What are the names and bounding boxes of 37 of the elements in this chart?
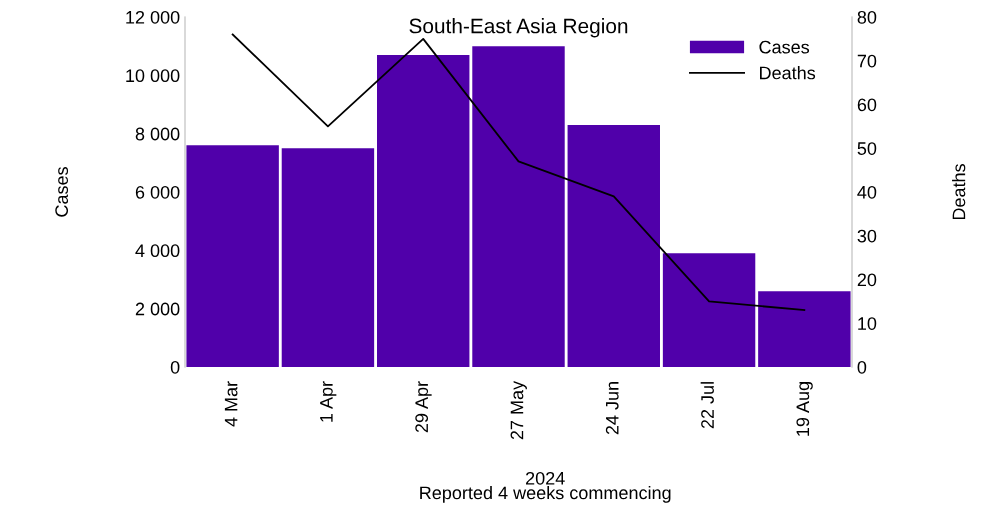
legend-label: Deaths xyxy=(760,66,816,80)
chart-title: South-East Asia Region xyxy=(409,18,628,38)
x-tick-label: 29 Apr xyxy=(415,381,432,433)
x-tick-label: 22 Jul xyxy=(700,382,714,429)
y-tick-label: 4 000 xyxy=(135,244,180,258)
bar xyxy=(186,145,279,367)
bar xyxy=(758,291,851,367)
y2-tick-label: 10 xyxy=(858,317,877,330)
bar xyxy=(281,148,375,367)
y-tick-label: 10 000 xyxy=(126,69,180,83)
y2-tick-label: 0 xyxy=(857,360,867,374)
x-tick-label: 19 Aug xyxy=(796,382,813,436)
bar xyxy=(662,253,756,367)
y2-tick-label: 70 xyxy=(857,54,877,68)
x-tick-label: 1 Apr xyxy=(320,381,337,422)
x-tick-label: 27 May xyxy=(510,380,527,440)
bar xyxy=(377,54,470,367)
y-tick-label: 12 000 xyxy=(126,10,180,24)
legend-label: Cases xyxy=(759,40,810,54)
text: 2024 xyxy=(526,471,565,485)
y2-axis-title: Deaths xyxy=(952,164,966,220)
y2-tick-label: 50 xyxy=(857,142,877,155)
y2-tick-label: 20 xyxy=(857,273,877,287)
y-axis-title: Cases xyxy=(55,167,69,217)
bar xyxy=(567,124,660,367)
bar xyxy=(472,46,565,367)
y2-tick-label: 60 xyxy=(857,98,877,112)
y2-tick-label: 30 xyxy=(857,229,877,243)
y-tick-label: 8 000 xyxy=(135,127,180,141)
x-tick-label: 4 Mar xyxy=(224,381,238,427)
y-tick-label: 6 000 xyxy=(135,185,180,199)
y2-tick-label: 40 xyxy=(857,185,877,199)
y-tick-label: 2 000 xyxy=(135,302,180,316)
y2-tick-label: 80 xyxy=(857,10,877,24)
x-tick-label: 24 Jun xyxy=(605,382,619,435)
y-tick-label: 0 xyxy=(170,360,180,374)
x-axis-title: Reported 4 weeks commencing xyxy=(420,486,671,503)
